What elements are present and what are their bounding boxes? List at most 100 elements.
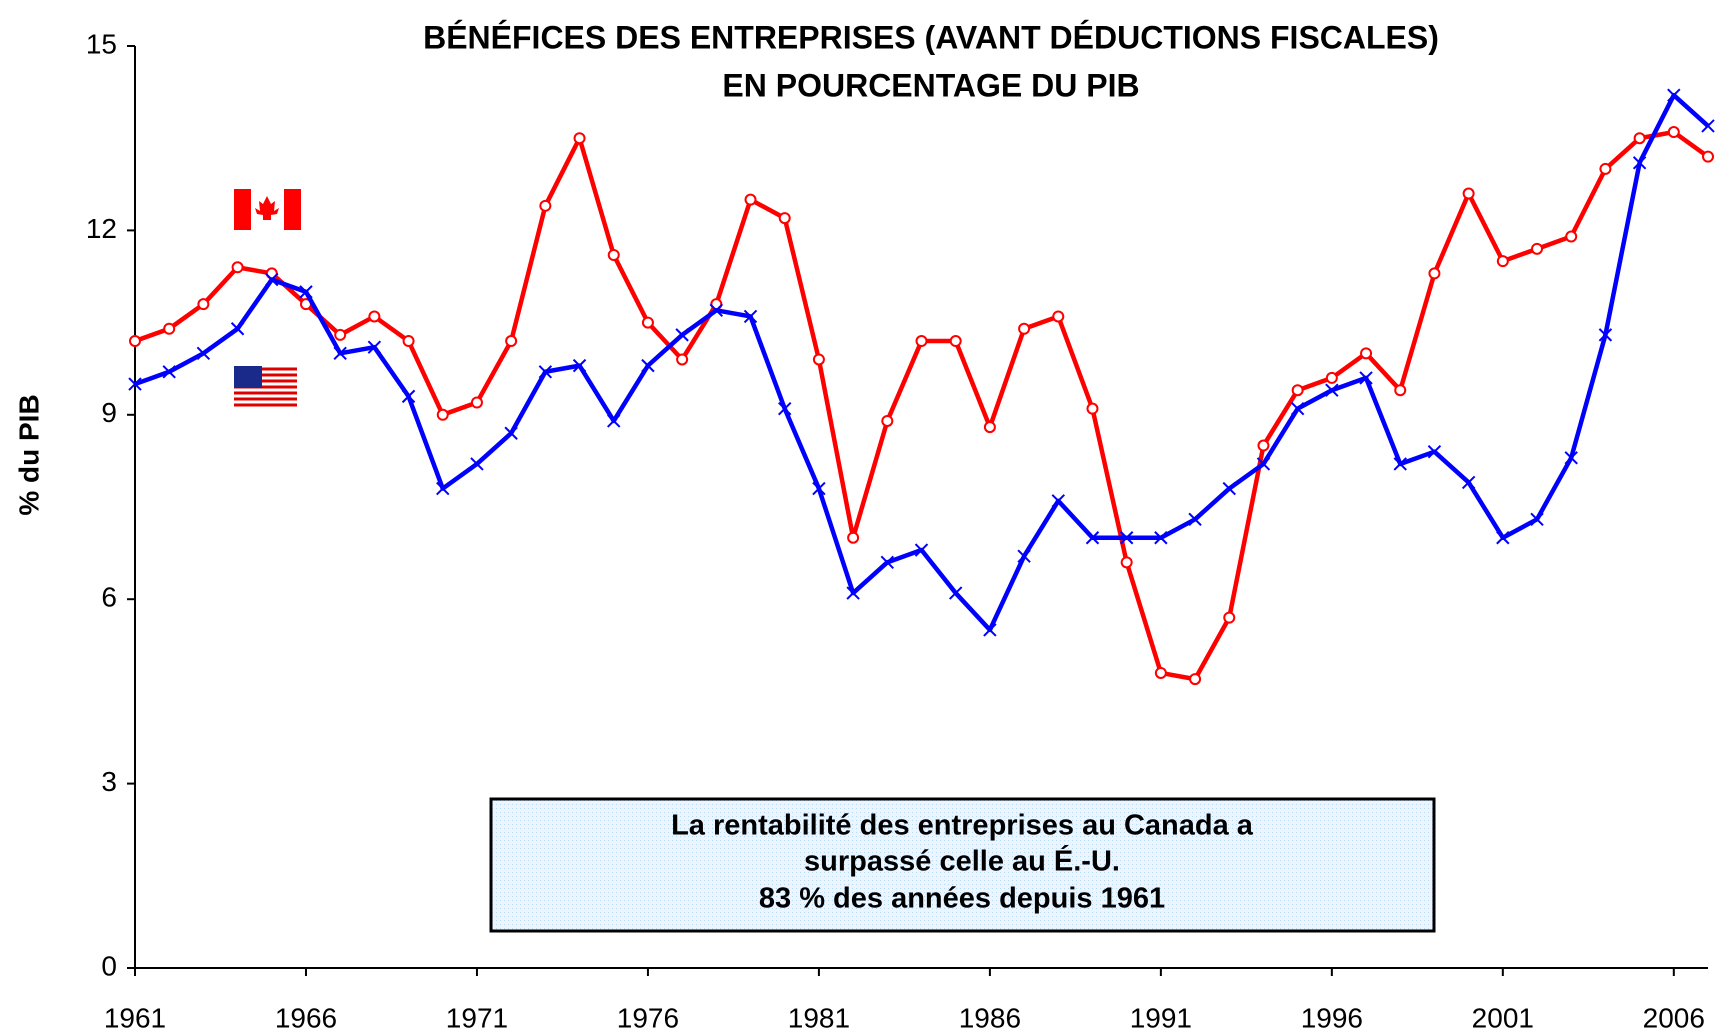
- data-point: [1018, 322, 1031, 335]
- data-point: [1257, 439, 1270, 452]
- data-point: [983, 421, 996, 434]
- data-point: [1667, 88, 1681, 102]
- x-tick-label: 1971: [446, 1002, 508, 1033]
- x-tick-label: 1986: [959, 1002, 1021, 1033]
- data-point: [881, 414, 894, 427]
- data-point: [1290, 401, 1305, 416]
- data-point: [1496, 531, 1510, 545]
- y-tick-label: 9: [101, 397, 117, 428]
- x-tick-label: 2006: [1643, 1002, 1705, 1033]
- data-point: [1531, 242, 1544, 255]
- x-tick-label: 1981: [788, 1002, 850, 1033]
- data-point: [607, 248, 620, 261]
- y-tick-label: 6: [101, 582, 117, 613]
- data-point: [163, 322, 176, 335]
- data-point: [1325, 371, 1338, 384]
- data-point: [676, 353, 689, 366]
- data-point: [1462, 187, 1475, 200]
- y-tick-label: 3: [101, 766, 117, 797]
- y-tick-label: 12: [86, 213, 117, 244]
- data-point: [1256, 457, 1271, 471]
- data-point: [401, 389, 416, 404]
- y-axis-label: % du PIB: [13, 394, 44, 515]
- annotation: 83 % des années depuis 1961: [759, 883, 1165, 915]
- data-point: [196, 346, 211, 361]
- data-point: [675, 328, 689, 342]
- data-point: [949, 335, 962, 348]
- data-point: [641, 358, 655, 373]
- us-flag: [234, 366, 297, 407]
- data-point: [1598, 328, 1613, 342]
- series-line: [134, 129, 1710, 682]
- data-point: [983, 623, 997, 637]
- data-point: [1427, 444, 1442, 459]
- data-point: [538, 365, 553, 379]
- data-point: [436, 408, 449, 421]
- x-tick-label: 1991: [1130, 1002, 1192, 1033]
- data-point: [744, 193, 757, 206]
- data-point: [470, 457, 484, 471]
- chart-title: BÉNÉFICES DES ENTREPRISES (AVANT DÉDUCTI…: [423, 19, 1439, 55]
- data-point: [847, 531, 860, 544]
- data-point: [1633, 132, 1646, 145]
- data-point: [1222, 481, 1236, 496]
- data-point: [778, 401, 792, 416]
- data-point: [128, 377, 142, 391]
- annotation: surpassé celle au É.-U.: [804, 844, 1120, 878]
- data-point: [1360, 347, 1373, 360]
- data-point: [1565, 230, 1578, 243]
- data-point: [1223, 611, 1236, 624]
- data-point: [334, 328, 347, 341]
- canada-flag: [234, 189, 301, 230]
- annotation-box: [489, 797, 1436, 933]
- data-point: [230, 322, 245, 336]
- data-point: [1530, 512, 1544, 527]
- data-point: [1154, 666, 1167, 679]
- x-tick-label: 1976: [617, 1002, 679, 1033]
- data-point: [333, 346, 347, 361]
- chart-title: EN POURCENTAGE DU PIB: [722, 67, 1139, 103]
- data-point: [299, 285, 313, 299]
- data-point: [1085, 531, 1100, 545]
- data-point: [1564, 451, 1578, 465]
- data-point: [1052, 310, 1065, 323]
- data-point: [129, 335, 141, 348]
- data-point: [1599, 162, 1612, 175]
- data-point: [846, 586, 860, 600]
- data-point: [436, 481, 450, 496]
- data-point: [1120, 556, 1133, 569]
- data-point: [572, 358, 587, 373]
- data-point: [948, 586, 963, 600]
- x-tick-label: 1996: [1301, 1002, 1363, 1033]
- data-point: [1667, 126, 1680, 139]
- data-point: [914, 543, 929, 557]
- data-point: [1051, 494, 1065, 508]
- x-tick-label: 1966: [275, 1002, 337, 1033]
- data-point: [573, 132, 586, 145]
- x-tick-label: 2001: [1472, 1002, 1534, 1033]
- data-point: [197, 298, 210, 311]
- data-point: [1017, 549, 1031, 563]
- data-point: [778, 212, 791, 225]
- data-point: [539, 199, 552, 212]
- data-point: [470, 396, 483, 409]
- data-point: [162, 365, 176, 379]
- data-point: [880, 555, 895, 570]
- data-point: [504, 426, 518, 440]
- data-point: [812, 353, 825, 366]
- data-point: [505, 335, 518, 348]
- data-point: [1461, 475, 1476, 490]
- data-point: [1394, 384, 1407, 397]
- data-point: [607, 414, 621, 428]
- data-point: [641, 316, 654, 329]
- data-point: [367, 340, 382, 354]
- data-point: [915, 335, 928, 348]
- data-point: [1702, 150, 1714, 163]
- data-point: [1325, 383, 1339, 397]
- data-point: [1701, 119, 1715, 133]
- data-point: [1119, 531, 1134, 545]
- data-point: [1359, 371, 1373, 385]
- data-point: [1189, 673, 1202, 686]
- y-tick-label: 15: [86, 28, 117, 59]
